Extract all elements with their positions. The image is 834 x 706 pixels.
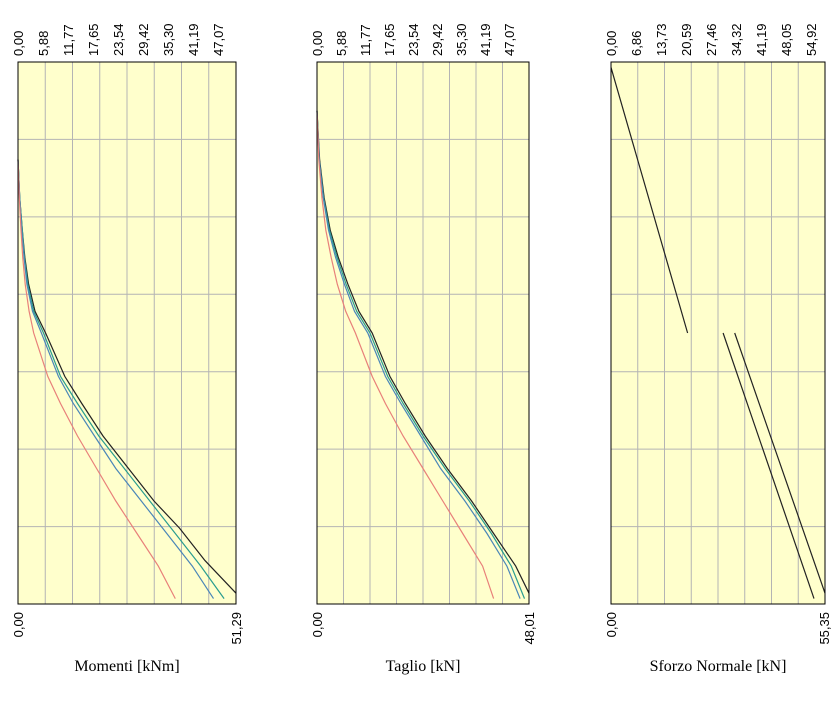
axial-force-top-tick: 34,32 [729,23,744,56]
axial-force-series-line-1 [610,67,689,334]
axial-force-top-tick: 20,59 [679,23,694,56]
shear-series-line-1 [316,110,530,594]
shear-top-tick: 11,77 [358,24,373,56]
axial-force-series-line-2 [722,332,815,599]
moment-series-group [17,159,237,599]
moment-top-tick: 23,54 [111,23,126,56]
moment-top-tick: 17,65 [86,23,101,56]
moment-chart-title: Momenti [kNm] [74,658,179,675]
shear-chart-title: Taglio [kN] [386,658,461,675]
axial-force-top-tick: 6,86 [629,31,644,56]
shear-top-tick: 41,19 [478,23,493,56]
axial-force-top-tick: 13,73 [654,23,669,56]
shear-series-line-4 [316,110,495,599]
shear-series-group [316,110,530,599]
axial-force-series-line-3 [734,332,826,594]
moment-bottom-tick-min: 0,00 [11,612,26,637]
axial-force-top-tick: 48,05 [779,23,794,56]
shear-chart-panel: 0,00 5,88 11,77 17,65 23,54 29,42 35,30 … [310,23,537,675]
axial-force-plot-frame [610,61,826,605]
shear-top-tick: 29,42 [430,23,445,56]
axial-force-chart-panel: 0,00 6,86 13,73 20,59 27,46 34,32 41,19 … [604,23,832,675]
shear-top-tick: 0,00 [310,31,325,56]
axial-force-top-tick: 41,19 [754,23,769,56]
moment-bottom-tick-max: 51,29 [229,612,244,645]
moment-top-tick: 0,00 [11,31,26,56]
axial-force-series-group [610,67,826,599]
moment-top-tick: 11,77 [61,24,76,56]
shear-top-tick: 23,54 [406,23,421,56]
shear-top-tick: 47,07 [502,23,517,56]
shear-top-tick: 17,65 [382,23,397,56]
shear-top-tick-labels: 0,00 5,88 11,77 17,65 23,54 29,42 35,30 … [310,23,517,56]
axial-force-grid [611,62,825,604]
shear-bottom-tick-min: 0,00 [310,612,325,637]
shear-top-tick: 35,30 [454,23,469,56]
moment-top-tick: 5,88 [36,31,51,56]
moment-top-tick: 41,19 [186,23,201,56]
axial-force-top-tick: 27,46 [704,23,719,56]
moment-grid [18,62,236,604]
moment-chart-panel: 0,00 5,88 11,77 17,65 23,54 29,42 35,30 … [11,23,244,675]
shear-series-line-3 [316,110,521,599]
moment-series-line-3 [17,159,215,599]
axial-force-top-tick: 54,92 [804,23,819,56]
shear-top-tick: 5,88 [334,31,349,56]
moment-plot-frame [17,61,237,605]
axial-force-bottom-tick-min: 0,00 [604,612,619,637]
moment-top-tick: 29,42 [136,23,151,56]
axial-force-top-tick: 0,00 [604,31,619,56]
shear-plot-frame [316,61,530,605]
moment-series-line-4 [17,159,176,599]
axial-force-chart-title: Sforzo Normale [kN] [650,658,787,675]
moment-top-tick: 47,07 [211,23,226,56]
moment-top-tick: 35,30 [161,23,176,56]
shear-series-line-2 [316,110,526,599]
shear-bottom-tick-max: 48,01 [522,612,537,645]
axial-force-top-tick-labels: 0,00 6,86 13,73 20,59 27,46 34,32 41,19 … [604,23,819,56]
moment-top-tick-labels: 0,00 5,88 11,77 17,65 23,54 29,42 35,30 … [11,23,226,56]
axial-force-bottom-tick-max: 55,35 [817,612,832,645]
